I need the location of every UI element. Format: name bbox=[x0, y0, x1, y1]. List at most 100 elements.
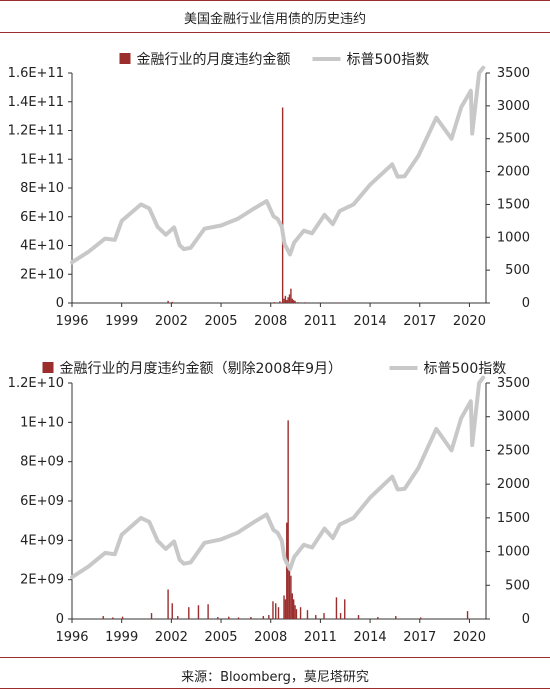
panel2-default-bar bbox=[294, 605, 296, 619]
panel2-left-tick-label: 1E+10 bbox=[20, 415, 64, 430]
panel2-default-bar bbox=[207, 604, 209, 619]
panel2-x-tick-label: 1999 bbox=[105, 630, 138, 645]
panel1-default-bar bbox=[290, 288, 292, 303]
panel2-default-bar bbox=[286, 522, 288, 619]
figure-title: 美国金融行业信用债的历史违约 bbox=[183, 12, 366, 27]
panel2-right-tick-label: 500 bbox=[505, 578, 530, 593]
panel2-default-bar bbox=[171, 603, 173, 619]
panel2-default-bar bbox=[284, 599, 287, 619]
panel2-x-tick-label: 2014 bbox=[354, 630, 387, 645]
panel1-x-tick-label: 2002 bbox=[155, 314, 188, 329]
panel2-default-bar bbox=[287, 420, 289, 619]
panel2-default-bar bbox=[275, 603, 277, 619]
panel2-right-tick-label: 2500 bbox=[497, 443, 530, 458]
panel2-right-tick-label: 3000 bbox=[497, 410, 530, 425]
panel2-default-bar bbox=[306, 610, 309, 619]
panel1-left-tick-label: 1.6E+11 bbox=[8, 66, 64, 81]
top-rule bbox=[0, 0, 550, 1]
panel2-default-bar bbox=[377, 617, 379, 619]
panel1-right-tick-label: 1500 bbox=[497, 197, 530, 212]
panel2-default-bar bbox=[250, 617, 252, 619]
panel2-default-bar bbox=[323, 613, 325, 619]
panel2-left-tick-label: 6E+09 bbox=[20, 494, 64, 509]
panel2-left-tick-label: 1.2E+10 bbox=[8, 376, 64, 391]
panel2-default-bar bbox=[228, 616, 230, 619]
panel2-left-tick-label: 8E+09 bbox=[20, 455, 64, 470]
panel1-left-tick-label: 4E+10 bbox=[20, 239, 64, 254]
panel2-default-bar bbox=[419, 617, 422, 619]
panel1-left-tick-label: 1.2E+11 bbox=[8, 124, 64, 139]
panel2-left-tick-label: 2E+09 bbox=[20, 573, 64, 588]
panel1-default-bar bbox=[281, 107, 284, 303]
panel1-default-bar bbox=[273, 302, 276, 303]
panel2-default-bar bbox=[217, 617, 219, 619]
panel2-default-bar bbox=[295, 609, 298, 619]
panel2-default-bar bbox=[177, 616, 179, 619]
panel2-default-bar bbox=[150, 613, 153, 619]
panel2-default-bar bbox=[121, 616, 124, 619]
panel1-left-tick-label: 8E+10 bbox=[20, 181, 64, 196]
panel1-x-tick-label: 2005 bbox=[204, 314, 237, 329]
panel1-legend-line-label: 标普500指数 bbox=[347, 52, 430, 68]
panel1-right-tick-label: 500 bbox=[505, 263, 530, 278]
panel1-right-tick-label: 0 bbox=[522, 296, 530, 311]
panel2-x-tick-label: 2017 bbox=[403, 630, 436, 645]
panel2-default-bar bbox=[283, 595, 285, 619]
panel1-default-bar bbox=[171, 301, 173, 303]
panel1-left-tick-label: 6E+10 bbox=[20, 210, 64, 225]
panel2-default-bar bbox=[167, 589, 169, 619]
panel1-default-bar bbox=[291, 298, 293, 303]
panel2-default-bar bbox=[268, 615, 270, 619]
panel1-x-tick-label: 1996 bbox=[55, 314, 88, 329]
panel2-default-bar bbox=[112, 617, 114, 619]
panel2-default-bar bbox=[102, 616, 104, 619]
figure-source: 来源：Bloomberg，莫尼塔研究 bbox=[181, 670, 369, 685]
panel1-default-bar bbox=[283, 298, 285, 303]
panel2-default-bar bbox=[335, 597, 338, 619]
panel2-default-bar bbox=[291, 593, 293, 619]
panel1-right-tick-label: 3000 bbox=[497, 99, 530, 114]
panel2-x-tick-label: 2011 bbox=[304, 630, 337, 645]
panel2-legend-line-label: 标普500指数 bbox=[424, 361, 507, 377]
panel1-default-bar bbox=[286, 300, 288, 303]
panel2-default-bar bbox=[277, 607, 280, 619]
panel1-right-tick-label: 2500 bbox=[497, 132, 530, 147]
panel2-legend-bar-label: 金融行业的月度违约金额（剔除2008年9月） bbox=[60, 361, 343, 377]
panel2-default-bar bbox=[237, 617, 240, 619]
panel1-left-tick-label: 0 bbox=[56, 296, 64, 311]
panel2-left-tick-label: 4E+09 bbox=[20, 533, 64, 548]
panel2-default-bar bbox=[315, 615, 317, 619]
source-rule bbox=[0, 657, 550, 658]
panel1-right-tick-label: 1000 bbox=[497, 230, 530, 245]
panel1-x-tick-label: 2011 bbox=[304, 314, 337, 329]
panel2-default-bar bbox=[262, 616, 265, 619]
panel1-legend-bar-label: 金融行业的月度违约金额 bbox=[137, 52, 291, 68]
panel1-right-tick-label: 3500 bbox=[497, 66, 530, 81]
title-rule bbox=[0, 32, 550, 33]
panel2-sp500-line bbox=[70, 375, 486, 580]
panel2-default-bar bbox=[299, 607, 302, 619]
panel2-x-tick-label: 1996 bbox=[55, 630, 88, 645]
panel1-left-tick-label: 1.4E+11 bbox=[8, 95, 64, 110]
panel2-right-tick-label: 2000 bbox=[497, 477, 530, 492]
panel1-sp500-line bbox=[70, 65, 486, 265]
panel2-legend-bar-swatch bbox=[42, 362, 54, 373]
panel1-right-tick-label: 2000 bbox=[497, 165, 530, 180]
panel2-x-tick-label: 2005 bbox=[204, 630, 237, 645]
panel2-x-tick-label: 2008 bbox=[254, 630, 287, 645]
panel1-x-tick-label: 2014 bbox=[354, 314, 387, 329]
panel2-x-tick-label: 2020 bbox=[453, 630, 486, 645]
panel2-x-tick-label: 2002 bbox=[155, 630, 188, 645]
panel1-x-tick-label: 1999 bbox=[105, 314, 138, 329]
panel1-default-bar bbox=[294, 300, 296, 303]
panel2-default-bar bbox=[288, 569, 291, 619]
panel1-left-tick-label: 1E+11 bbox=[20, 152, 64, 167]
panel1-default-bar bbox=[304, 302, 306, 303]
panel2-default-bar bbox=[188, 607, 190, 619]
panel2-right-tick-label: 1000 bbox=[497, 545, 530, 560]
panel1-x-tick-label: 2020 bbox=[453, 314, 486, 329]
panel2-default-bar bbox=[357, 615, 360, 619]
panel2-default-bar bbox=[197, 605, 200, 619]
panel2-default-bar bbox=[292, 599, 295, 619]
